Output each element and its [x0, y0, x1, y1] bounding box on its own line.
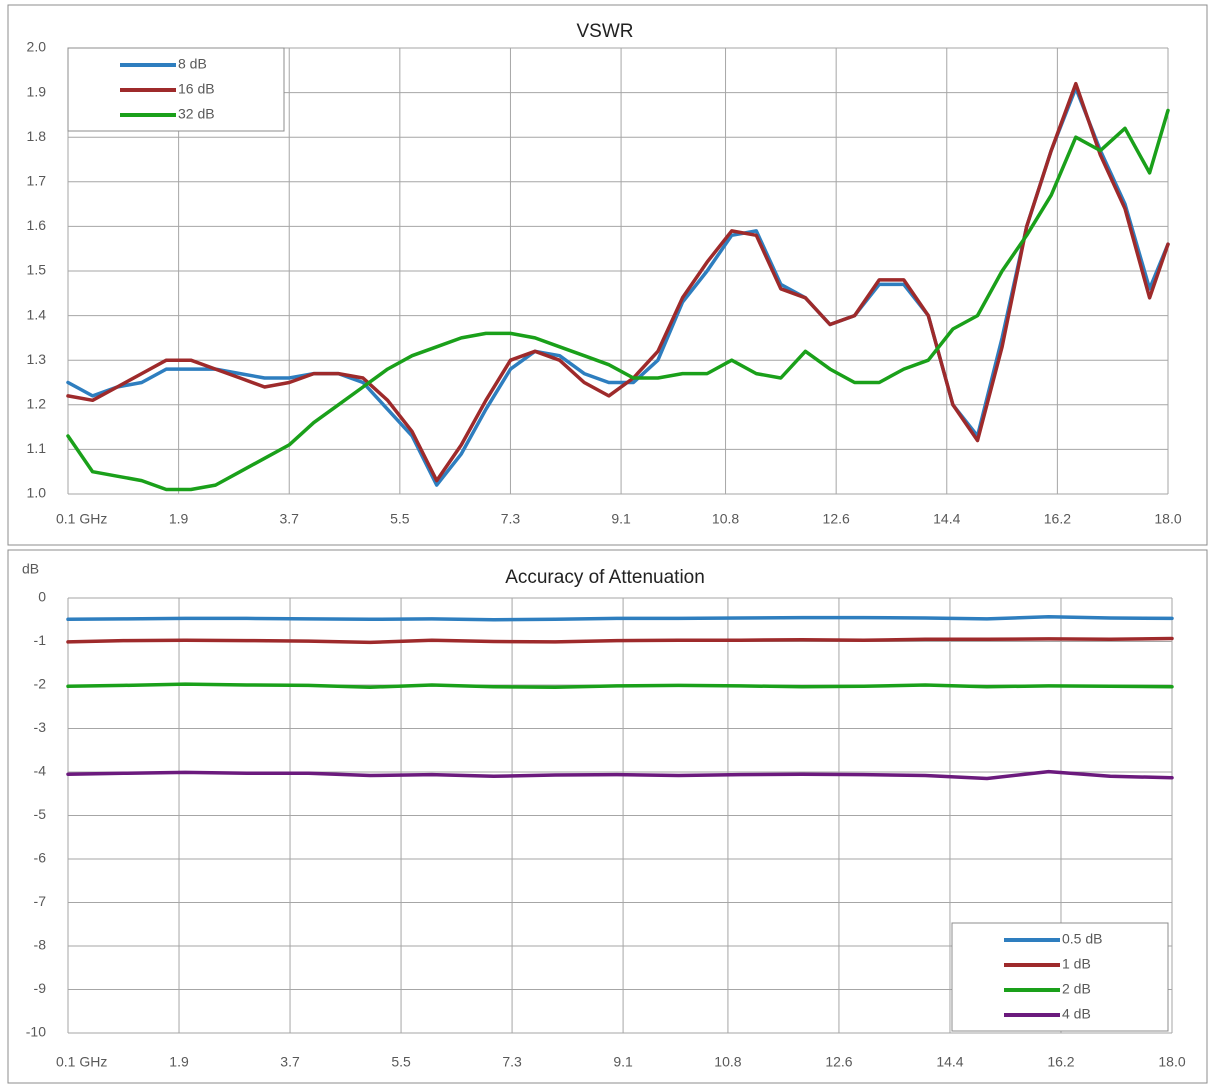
- x-tick-label: 5.5: [390, 511, 410, 527]
- legend-label: 1 dB: [1062, 956, 1091, 972]
- legend-label: 8 dB: [178, 56, 207, 72]
- x-tick-label: 1.9: [169, 1054, 189, 1070]
- x-tick-label: 1.9: [169, 511, 189, 527]
- chart-frame: [7, 4, 1208, 546]
- y-tick-label: 1.9: [27, 83, 47, 99]
- series-line: [66, 81, 1170, 483]
- x-tick-label: 10.8: [714, 1054, 741, 1070]
- x-tick-label: 10.8: [712, 511, 739, 527]
- legend-label: 2 dB: [1062, 981, 1091, 997]
- y-tick-label: 1.4: [27, 306, 47, 322]
- legend-label: 32 dB: [178, 106, 215, 122]
- x-tick-label: 16.2: [1047, 1054, 1074, 1070]
- y-tick-label: -8: [34, 937, 47, 953]
- y-tick-label: -7: [34, 893, 47, 909]
- y-tick-label: 1.1: [27, 440, 47, 456]
- x-tick-label: 16.2: [1044, 511, 1071, 527]
- series-line: [66, 614, 1174, 622]
- series-line: [66, 108, 1170, 492]
- y-tick-label: -5: [34, 806, 47, 822]
- chart-frame: [7, 549, 1208, 1084]
- y-tick-label: 1.3: [27, 351, 47, 367]
- y-tick-label: 1.2: [27, 396, 47, 412]
- chart-title: VSWR: [577, 21, 634, 42]
- x-tick-label: 12.6: [825, 1054, 852, 1070]
- y-tick-label: 1.5: [27, 262, 47, 278]
- x-tick-label: 5.5: [391, 1054, 411, 1070]
- series-line: [66, 636, 1174, 645]
- series-line: [66, 682, 1174, 689]
- series-line: [66, 769, 1174, 781]
- x-tick-label: 18.0: [1158, 1054, 1185, 1070]
- x-tick-label: 7.3: [502, 1054, 522, 1070]
- chart-title: Accuracy of Attenuation: [505, 567, 705, 588]
- y-tick-label: -9: [34, 980, 47, 996]
- y-tick-label: 1.6: [27, 217, 47, 233]
- series-line: [66, 86, 1170, 487]
- y-tick-label: -6: [34, 850, 47, 866]
- y-tick-label: -2: [34, 676, 47, 692]
- legend-label: 0.5 dB: [1062, 931, 1102, 947]
- x-tick-label: 14.4: [936, 1054, 963, 1070]
- y-tick-label: -1: [34, 632, 47, 648]
- y-tick-label: -3: [34, 719, 47, 735]
- x-tick-label: 9.1: [613, 1054, 633, 1070]
- x-tick-label: 18.0: [1154, 511, 1181, 527]
- y-tick-label: 1.0: [27, 485, 47, 501]
- x-tick-label: 0.1 GHz: [56, 511, 107, 527]
- x-tick-label: 9.1: [611, 511, 631, 527]
- y-tick-label: -10: [26, 1024, 46, 1040]
- y-tick-label: 1.8: [27, 128, 47, 144]
- x-tick-label: 3.7: [280, 1054, 300, 1070]
- x-tick-label: 12.6: [823, 511, 850, 527]
- x-tick-label: 0.1 GHz: [56, 1054, 107, 1070]
- y-tick-label: -4: [34, 763, 47, 779]
- legend-label: 4 dB: [1062, 1006, 1091, 1022]
- x-tick-label: 7.3: [501, 511, 521, 527]
- y-tick-label: 1.7: [27, 173, 47, 189]
- x-tick-label: 3.7: [279, 511, 299, 527]
- y-tick-label: 0: [38, 589, 46, 605]
- x-tick-label: 14.4: [933, 511, 960, 527]
- legend-label: 16 dB: [178, 81, 215, 97]
- y-axis-label: dB: [22, 561, 39, 577]
- y-tick-label: 2.0: [27, 39, 47, 55]
